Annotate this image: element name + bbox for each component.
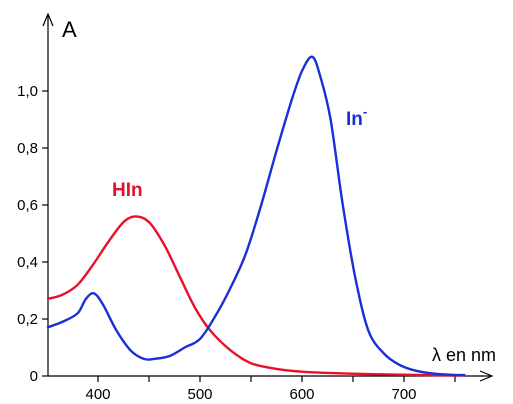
y-tick-label: 0: [30, 368, 38, 385]
y-tick-label: 1,0: [17, 83, 38, 100]
axes: [42, 12, 494, 382]
labels: 0 0,2 0,4 0,6 0,8 1,0 400 500 600 700 Aλ en nm HIn I…: [17, 17, 496, 403]
y-tick-label: 0,6: [17, 197, 38, 214]
x-tick-label: 700: [391, 386, 416, 403]
x-tick-label: 500: [187, 386, 212, 403]
y-tick-label: 0,8: [17, 140, 38, 157]
x-axis-arrow: [479, 370, 494, 382]
y-tick-label: 0,2: [17, 311, 38, 328]
series-hin-line: [46, 215, 466, 377]
x-tick-label: 600: [289, 386, 314, 403]
series-hin-label: HIn: [112, 180, 143, 201]
series-in-minus-line: [46, 55, 466, 377]
series-in-minus-label: In-: [346, 104, 367, 130]
series-layer: [46, 55, 466, 377]
y-axis-title: A: [62, 17, 77, 42]
x-tick-label: 400: [85, 386, 110, 403]
y-axis-arrow: [42, 12, 54, 27]
y-tick-label: 0,4: [17, 254, 38, 271]
x-axis-title: λ en nm: [432, 345, 496, 365]
series-in-minus-superscript: -: [363, 104, 367, 119]
